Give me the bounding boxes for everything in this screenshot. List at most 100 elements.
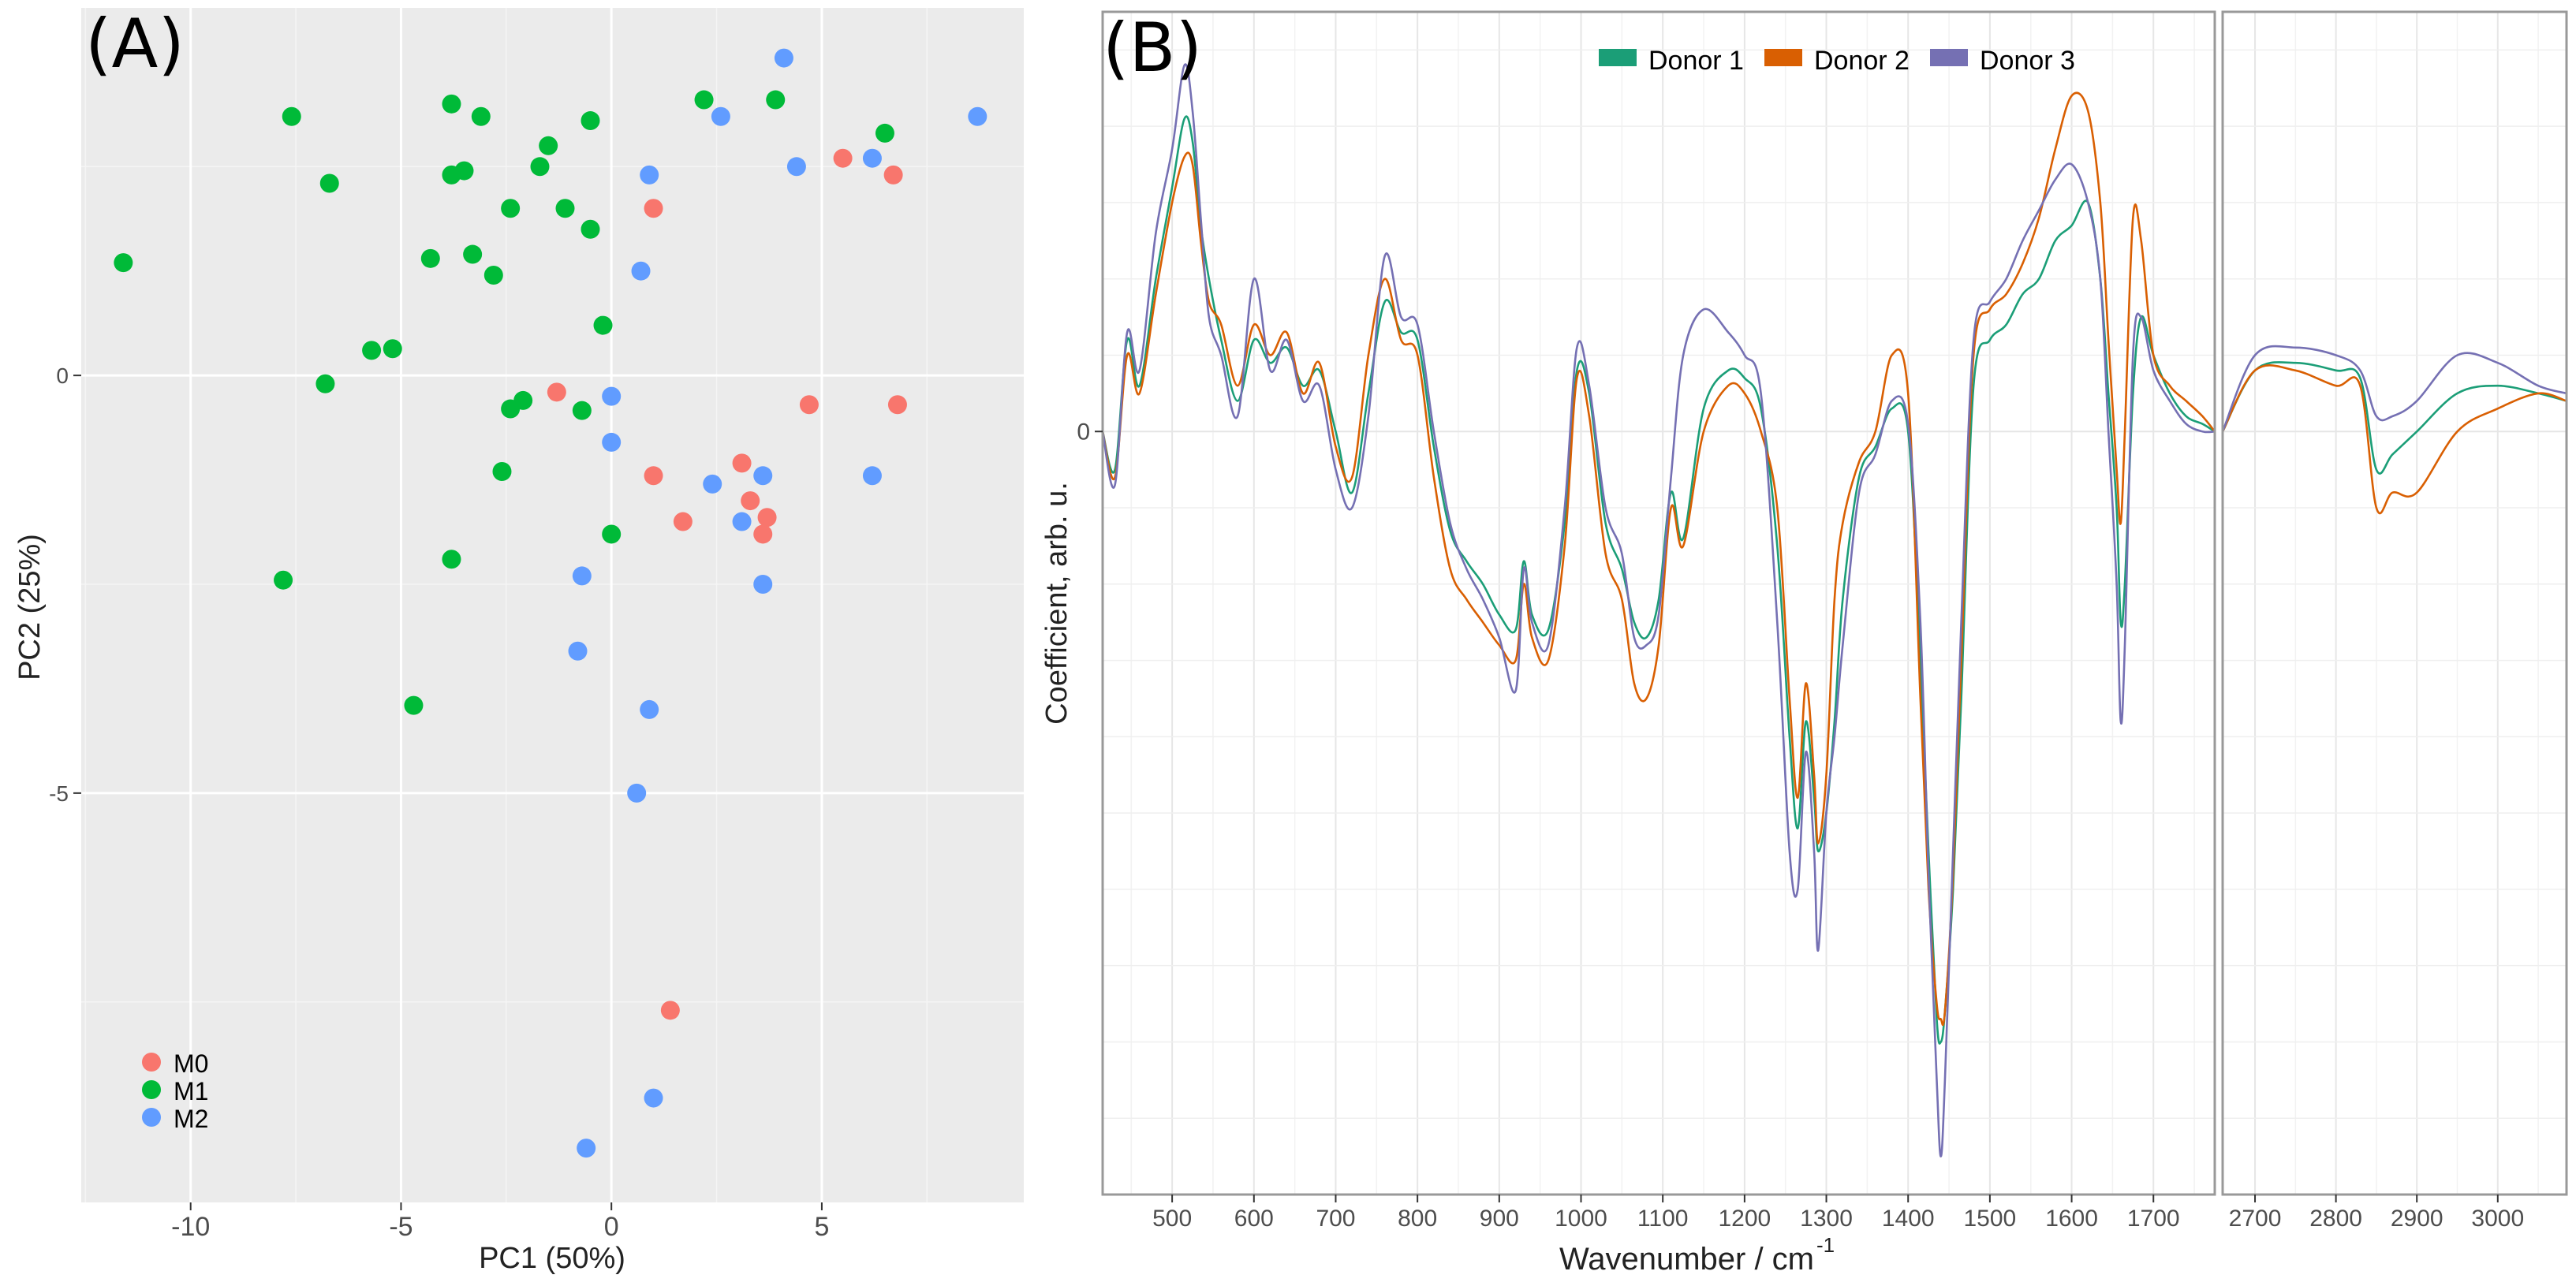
spectra-ticks: 500 600 700 800 900 1000 1100 1200 1300 1400 1500 1… [1077, 419, 2524, 1232]
point-m2 [968, 106, 987, 126]
panel-b-label: (B) [1103, 9, 1202, 88]
pca-x-tick-label: -5 [389, 1212, 413, 1242]
spectra-x-tick-label: 500 [1152, 1206, 1192, 1232]
point-m1 [315, 374, 335, 393]
point-m0 [673, 512, 693, 531]
legend-marker-m0 [142, 1053, 161, 1072]
spectra-x-tick-label: 2800 [2309, 1206, 2362, 1232]
point-m1 [581, 111, 600, 131]
spectra-lines [1101, 63, 2567, 1157]
point-m2 [572, 566, 592, 586]
point-m1 [362, 341, 382, 360]
point-m1 [694, 90, 714, 110]
point-m1 [555, 199, 575, 218]
point-m0 [799, 395, 819, 415]
point-m0 [732, 453, 752, 473]
pca-gridlines [81, 8, 1024, 1202]
legend-label-donor-1: Donor 1 [1648, 46, 1744, 76]
spectra-panel: 500 600 700 800 900 1000 1100 1200 1300 1400 1500 1… [1040, 9, 2568, 1277]
pca-ticks: -10 -5 0 5 -5 0 [49, 363, 829, 1242]
legend-label-m0: M0 [174, 1049, 208, 1078]
spectra-x-tick-label: 1500 [1964, 1206, 2017, 1232]
point-m2 [753, 466, 773, 486]
pca-points [114, 48, 987, 1158]
point-m1 [483, 266, 503, 285]
point-m1 [471, 106, 491, 126]
point-m2 [703, 474, 722, 494]
point-m0 [753, 524, 773, 544]
spectra-x-tick-label: 1700 [2127, 1206, 2180, 1232]
spectra-y-tick-label: 0 [1077, 419, 1090, 445]
spectra-x-tick-label: 600 [1234, 1206, 1274, 1232]
spectra-x-tick-label: 700 [1316, 1206, 1355, 1232]
point-m0 [547, 382, 566, 402]
point-m0 [833, 148, 853, 168]
point-m2 [644, 1088, 663, 1108]
spectra-x-tick-label: 1200 [1718, 1206, 1771, 1232]
point-m1 [282, 106, 301, 126]
point-m1 [530, 157, 550, 177]
point-m1 [572, 401, 592, 420]
point-m2 [627, 783, 647, 803]
point-m2 [568, 641, 588, 661]
spectra-frame-left [1101, 10, 2216, 1196]
point-m2 [786, 157, 806, 177]
spectrum-line-donor-1-high [2221, 361, 2567, 475]
spectra-x-axis-label-text: Wavenumber / cm [1559, 1242, 1814, 1277]
pca-y-tick-label: 0 [56, 363, 69, 388]
pca-x-tick-label: -10 [171, 1212, 210, 1242]
spectrum-line-donor-2-fingerprint [1101, 91, 2216, 1026]
legend-marker-m1 [142, 1080, 161, 1099]
spectra-x-tick-label: 2900 [2391, 1206, 2443, 1232]
pca-plot-background [81, 8, 1024, 1202]
point-m0 [757, 508, 777, 527]
pca-y-axis-label: PC2 (25%) [13, 534, 47, 680]
legend-swatch-donor-3 [1930, 49, 1968, 66]
point-m1 [114, 253, 133, 273]
point-m2 [640, 699, 659, 719]
point-m0 [644, 466, 663, 486]
legend-label-m1: M1 [174, 1077, 208, 1105]
spectra-x-tick-label: 900 [1480, 1206, 1519, 1232]
point-m1 [319, 173, 339, 193]
legend-label-donor-3: Donor 3 [1980, 46, 2075, 76]
point-m1 [593, 315, 613, 335]
point-m1 [442, 550, 461, 569]
point-m1 [383, 339, 402, 359]
pca-x-axis-label: PC1 (50%) [479, 1242, 625, 1275]
spectra-x-tick-label: 1100 [1637, 1206, 1689, 1232]
point-m2 [631, 261, 651, 281]
legend-label-donor-2: Donor 2 [1814, 46, 1910, 76]
point-m2 [862, 466, 882, 486]
point-m1 [602, 524, 622, 544]
point-m2 [862, 148, 882, 168]
point-m1 [539, 136, 558, 155]
pca-y-tick-label: -5 [49, 781, 69, 806]
point-m1 [404, 695, 424, 715]
point-m1 [492, 461, 512, 481]
spectra-x-axis-label: Wavenumber / cm -1 [1559, 1233, 1835, 1277]
point-m0 [741, 491, 760, 511]
spectra-frame-right [2221, 10, 2568, 1196]
pca-x-tick-label: 5 [814, 1212, 829, 1242]
point-m2 [732, 512, 752, 531]
spectra-y-axis-label: Coefficient, arb. u. [1040, 482, 1073, 725]
spectra-x-tick-label: 1400 [1882, 1206, 1935, 1232]
spectra-x-tick-label: 1600 [2045, 1206, 2098, 1232]
legend-marker-m2 [142, 1108, 161, 1127]
spectrum-line-donor-3-fingerprint [1101, 63, 2216, 1157]
pca-x-tick-label: 0 [604, 1212, 619, 1242]
spectra-x-tick-label: 2700 [2229, 1206, 2282, 1232]
point-m1 [581, 219, 600, 239]
spectra-x-tick-label: 3000 [2471, 1206, 2524, 1232]
point-m2 [640, 165, 659, 185]
pca-legend: M0 M1 M2 [142, 1049, 208, 1133]
point-m0 [887, 395, 907, 415]
spectra-x-tick-label: 800 [1398, 1206, 1437, 1232]
point-m1 [501, 199, 521, 218]
point-m2 [711, 106, 730, 126]
point-m1 [442, 94, 461, 114]
point-m1 [420, 248, 440, 268]
legend-swatch-donor-1 [1599, 49, 1637, 66]
